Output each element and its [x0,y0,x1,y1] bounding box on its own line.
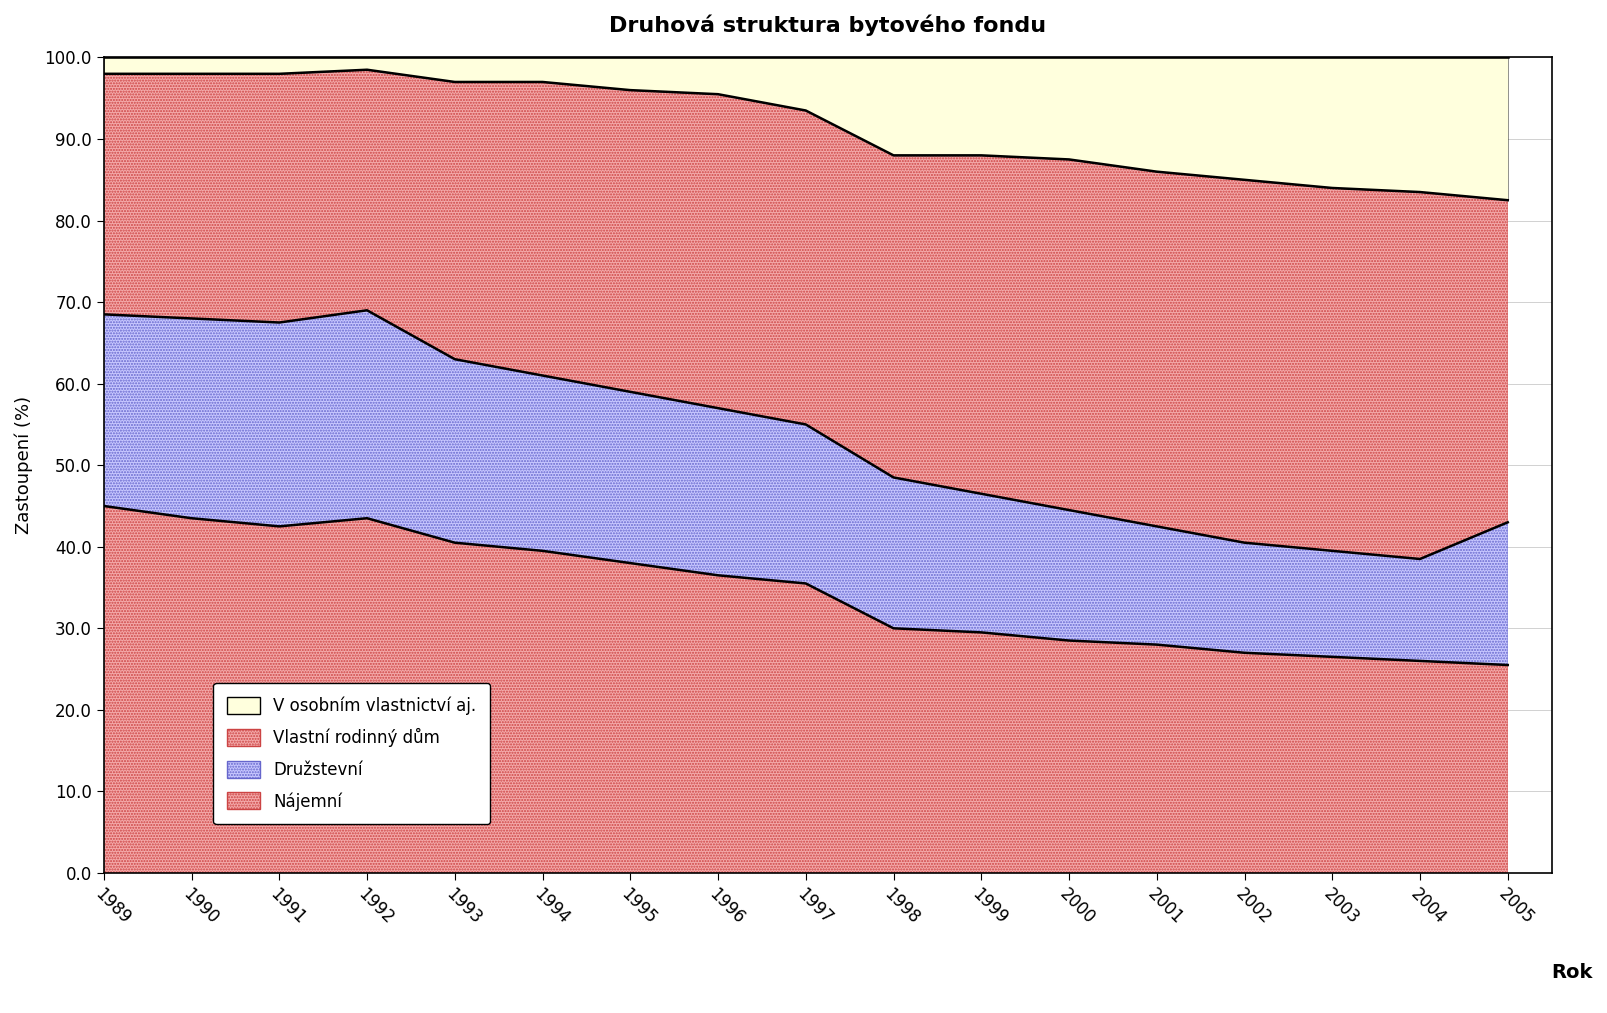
Legend: V osobním vlastnictví aj., Vlastní rodinný dům, Družstevní, Nájemní: V osobním vlastnictví aj., Vlastní rodin… [214,683,490,824]
Text: Rok: Rok [1551,962,1593,982]
Title: Druhová struktura bytového fondu: Druhová struktura bytového fondu [609,15,1046,36]
Y-axis label: Zastoupení (%): Zastoupení (%) [14,396,34,534]
